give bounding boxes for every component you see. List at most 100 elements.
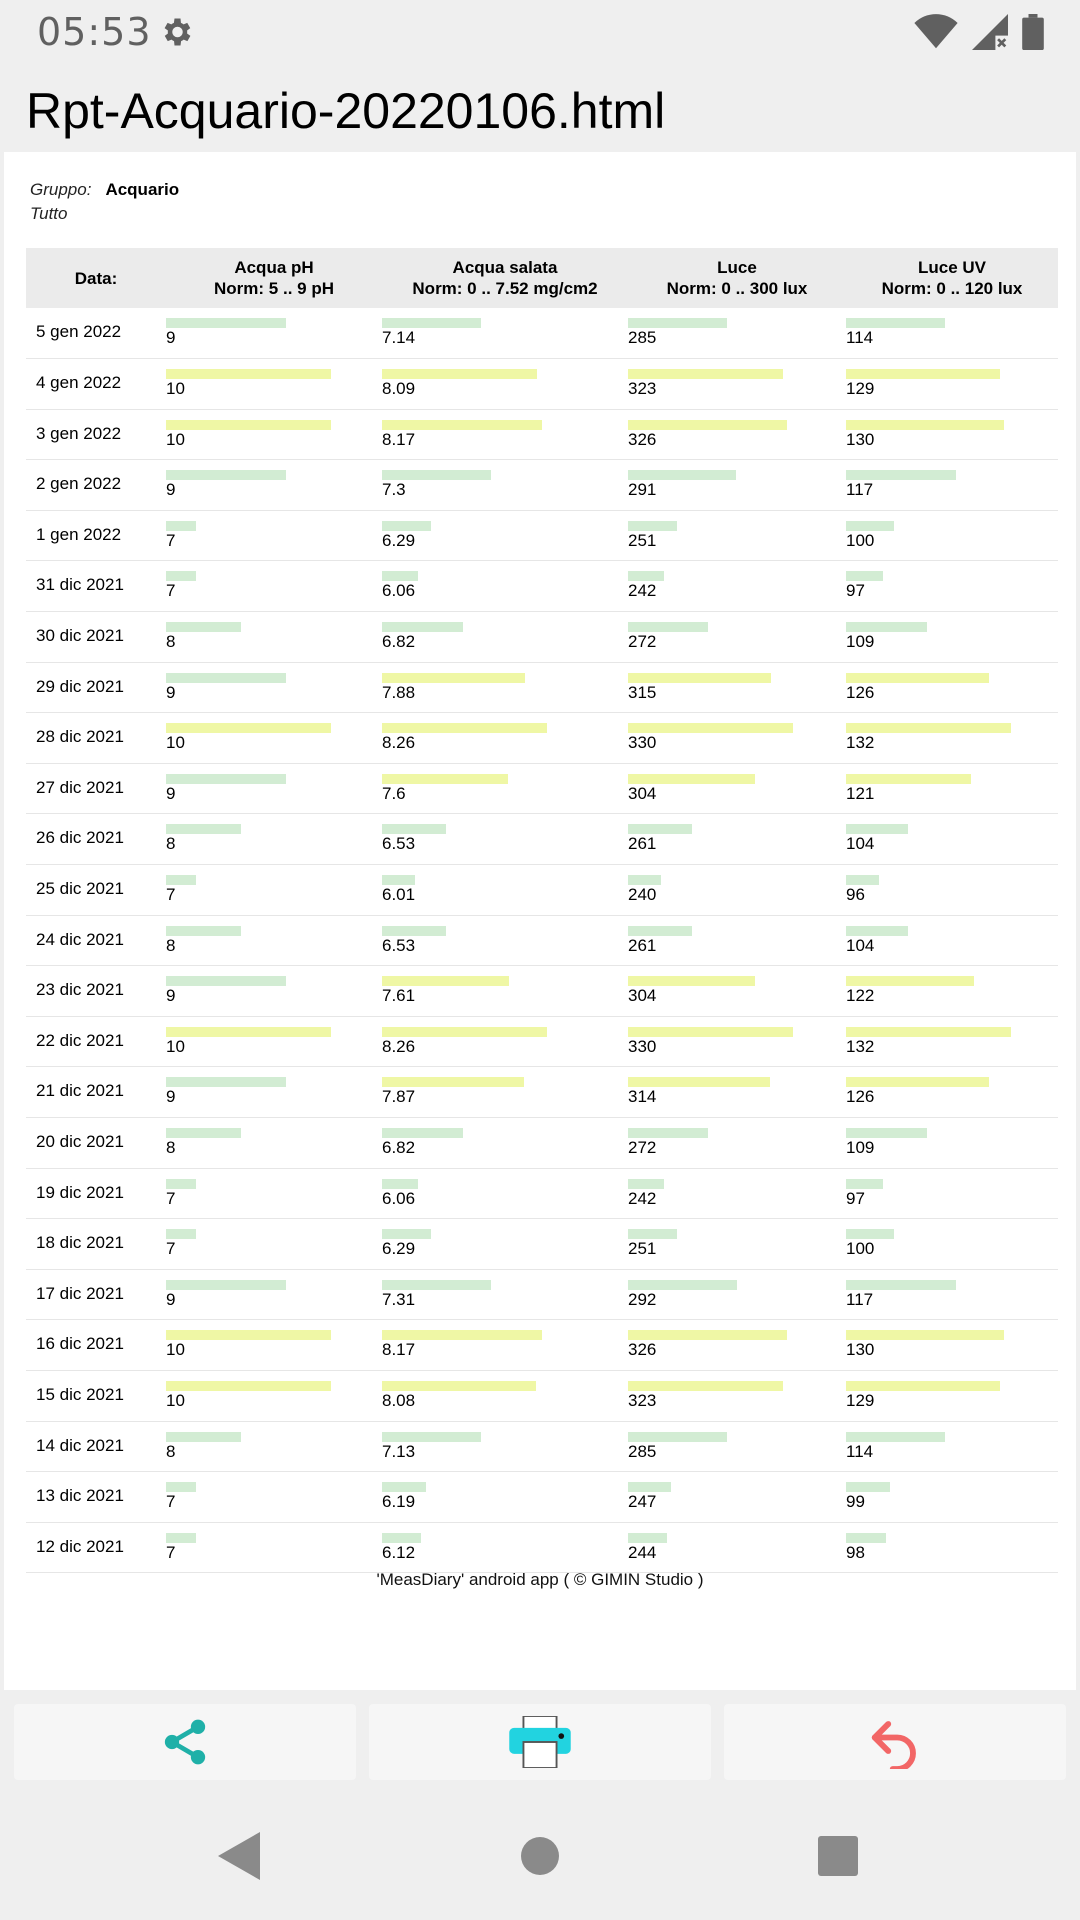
value-text: 285 [628,1441,657,1461]
value-text: 330 [628,733,657,753]
value-bar [628,520,678,531]
value-bar [846,1330,1004,1341]
value-cell: 330 [628,712,846,764]
value-text: 9 [166,986,176,1006]
value-bar [628,1330,788,1341]
value-text: 100 [846,1239,875,1259]
value-bar [628,723,793,734]
value-cell: 122 [846,965,1058,1017]
value-cell: 9 [166,459,382,511]
header-ph: Acqua pH Norm: 5 .. 9 pH [166,248,382,308]
value-cell: 97 [846,560,1058,613]
value-bar [846,773,971,784]
header-light: Luce Norm: 0 .. 300 lux [628,248,846,308]
value-bar [628,1482,672,1493]
value-cell: 6.12 [382,1522,628,1574]
value-text: 323 [628,379,657,399]
value-bar [382,773,509,784]
value-cell: 8 [166,813,382,866]
value-bar [382,1279,492,1290]
value-text: 6.06 [382,1188,416,1208]
value-cell: 6.06 [382,560,628,613]
value-text: 130 [846,1340,875,1360]
value-bar [846,976,975,987]
value-text: 10 [166,1390,185,1410]
row-date: 24 dic 2021 [26,915,166,967]
value-bar [166,773,286,784]
table-row: 3 gen 2022 10 8.17 326 130 [26,409,1058,461]
value-bar [628,622,708,633]
value-bar [846,875,879,886]
value-bar [166,824,241,835]
value-bar [628,1532,667,1543]
value-bar [382,571,418,582]
value-cell: 8 [166,1117,382,1169]
value-cell: 6.82 [382,611,628,663]
value-bar [846,1178,883,1189]
value-text: 122 [846,986,875,1006]
value-text: 7 [166,1542,176,1562]
value-text: 314 [628,1087,657,1107]
row-date: 1 gen 2022 [26,510,166,562]
row-date: 2 gen 2022 [26,459,166,511]
value-bar [846,1279,956,1290]
value-cell: 96 [846,864,1058,916]
print-button[interactable] [369,1704,711,1780]
group-value: Acquario [105,180,180,199]
value-cell: 10 [166,1319,382,1371]
value-cell: 100 [846,510,1058,562]
value-cell: 8.26 [382,712,628,764]
value-cell: 7 [166,560,382,613]
value-bar [628,976,755,987]
report-webview[interactable]: Gruppo: Acquario Tutto Data: Acqua pH Nor… [4,152,1076,1690]
value-text: 7 [166,1492,176,1512]
value-cell: 9 [166,308,382,360]
row-date: 23 dic 2021 [26,965,166,1017]
value-text: 8.17 [382,1340,416,1360]
value-text: 97 [846,581,865,601]
battery-icon [1022,14,1044,50]
row-date: 17 dic 2021 [26,1269,166,1321]
value-text: 97 [846,1188,865,1208]
value-text: 8 [166,1138,176,1157]
value-bar [166,1279,286,1290]
nav-home-icon[interactable] [520,1836,560,1876]
value-cell: 323 [628,1370,846,1422]
row-date: 30 dic 2021 [26,611,166,663]
value-text: 6.82 [382,1138,416,1157]
value-bar [628,875,661,886]
value-text: 251 [628,1239,657,1259]
value-cell: 109 [846,1117,1058,1169]
value-text: 10 [166,429,185,449]
value-text: 330 [628,1036,657,1056]
value-bar [628,1229,678,1240]
value-bar [846,1482,890,1493]
value-bar [382,369,538,380]
value-cell: 6.29 [382,1218,628,1270]
table-row: 13 dic 2021 7 6.19 247 99 [26,1471,1058,1523]
value-cell: 98 [846,1522,1058,1574]
value-cell: 8 [166,611,382,663]
value-cell: 104 [846,915,1058,967]
back-button[interactable] [724,1704,1066,1780]
nav-recents-icon[interactable] [818,1836,858,1876]
value-text: 9 [166,682,176,702]
nav-back-icon[interactable] [218,1832,260,1880]
value-cell: 326 [628,409,846,461]
value-text: 130 [846,429,875,449]
status-bar: 05:53 [0,0,1080,64]
table-row: 14 dic 2021 8 7.13 285 114 [26,1421,1058,1473]
value-text: 304 [628,986,657,1006]
value-cell: 6.29 [382,510,628,562]
value-cell: 10 [166,1370,382,1422]
value-text: 132 [846,1036,875,1056]
value-cell: 8.08 [382,1370,628,1422]
value-bar [846,723,1011,734]
table-row: 19 dic 2021 7 6.06 242 97 [26,1168,1058,1220]
value-cell: 121 [846,763,1058,815]
value-cell: 272 [628,611,846,663]
value-bar [628,1279,738,1290]
table-row: 25 dic 2021 7 6.01 240 96 [26,864,1058,916]
share-button[interactable] [14,1704,356,1780]
value-bar [166,723,331,734]
